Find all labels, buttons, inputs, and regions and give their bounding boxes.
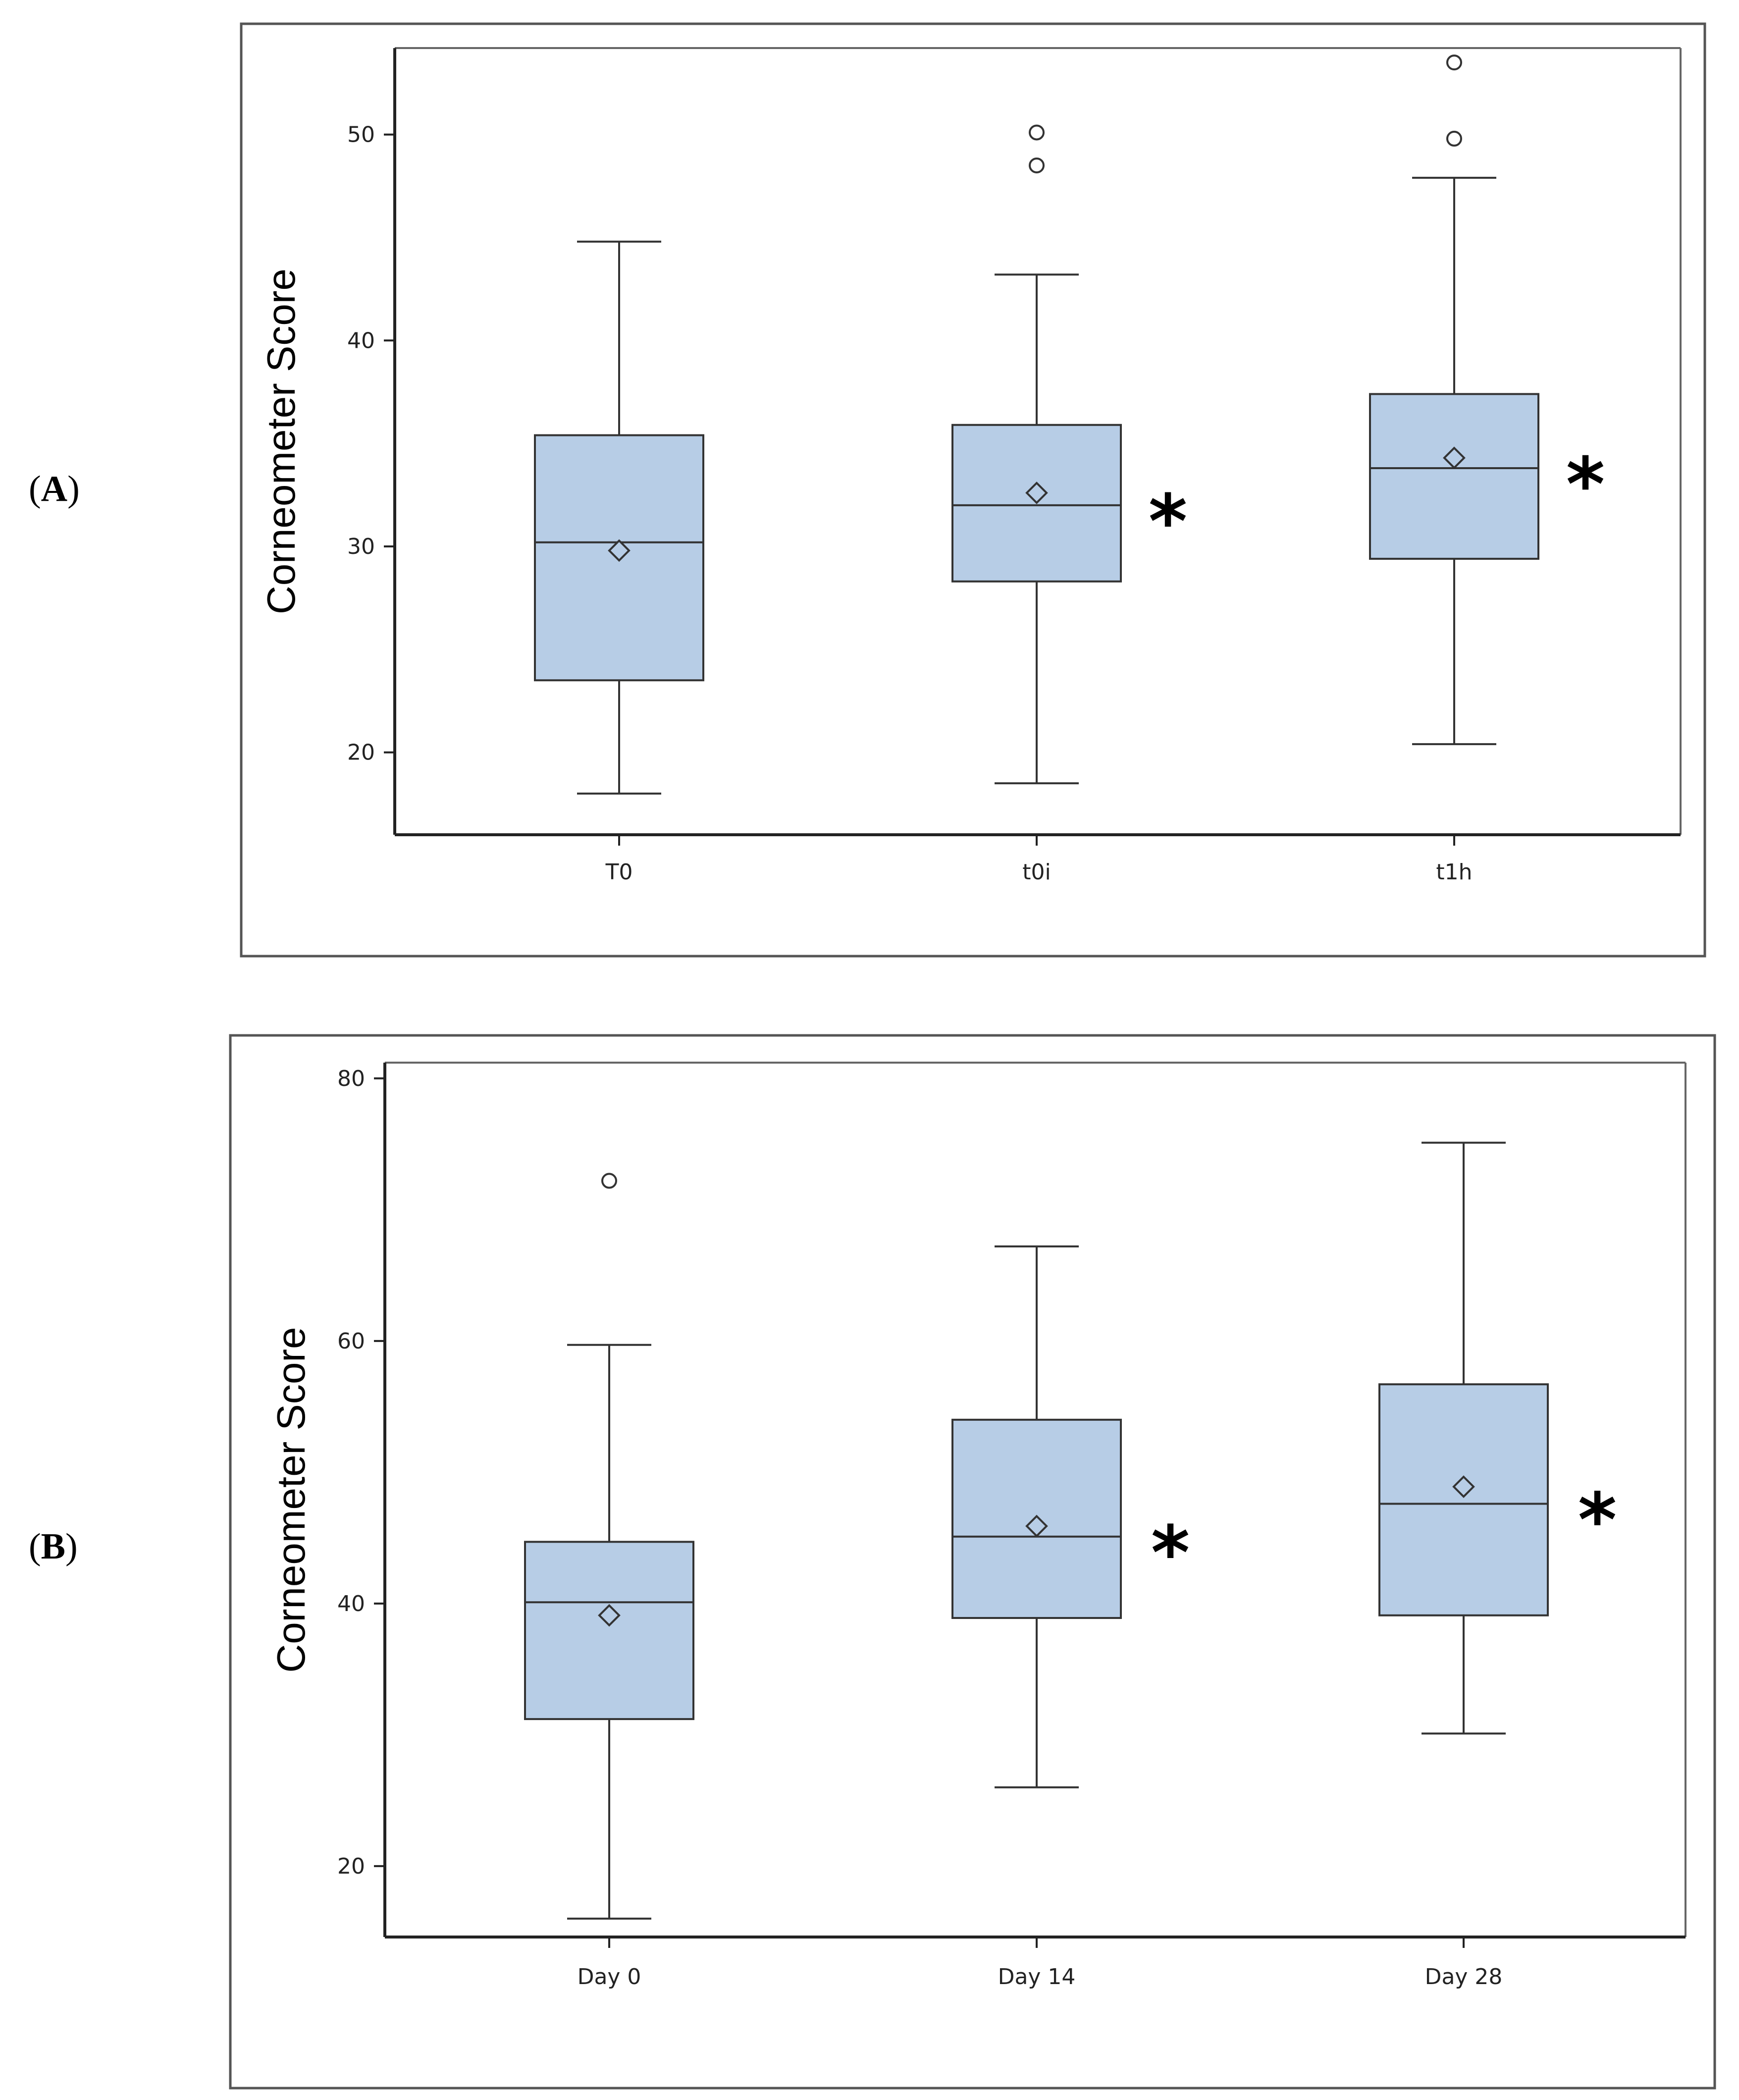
y-tick-label: 60 bbox=[337, 1329, 365, 1354]
panel-label-a-close: ) bbox=[67, 469, 80, 509]
chart-frame bbox=[240, 22, 1706, 958]
y-tick-label: 20 bbox=[347, 740, 375, 765]
mean-marker bbox=[598, 1604, 621, 1627]
mean-marker bbox=[608, 539, 631, 562]
x-tick-label: t0i bbox=[1022, 860, 1051, 885]
panel-label-a-letter: A bbox=[41, 469, 68, 509]
x-tick-label: T0 bbox=[605, 860, 633, 885]
panel-label-b-open: ( bbox=[29, 1526, 41, 1567]
chart-frame bbox=[229, 1034, 1716, 2090]
x-tick-label: Day 14 bbox=[998, 1964, 1076, 1990]
outlier-point bbox=[1446, 130, 1462, 147]
y-axis-title: Corneometer Score bbox=[269, 1327, 313, 1672]
outlier-point bbox=[1029, 124, 1045, 141]
outlier-point bbox=[1029, 157, 1045, 173]
x-tick-label: Day 28 bbox=[1425, 1964, 1503, 1990]
box-iqr bbox=[1378, 1383, 1549, 1616]
y-tick-label: 40 bbox=[347, 328, 375, 353]
panel-label-b-close: ) bbox=[65, 1526, 78, 1567]
y-tick-label: 30 bbox=[347, 534, 375, 559]
x-tick-label: t1h bbox=[1436, 860, 1472, 885]
y-axis-title: Corneometer Score bbox=[259, 269, 303, 614]
panel-label-a-open: ( bbox=[29, 469, 41, 509]
outlier-point bbox=[1446, 54, 1462, 71]
mean-marker bbox=[1443, 446, 1466, 470]
x-tick-label: Day 0 bbox=[578, 1964, 641, 1990]
box-iqr bbox=[524, 1541, 694, 1721]
y-tick-label: 20 bbox=[337, 1854, 365, 1879]
mean-marker bbox=[1025, 482, 1048, 504]
significance-star: * bbox=[1151, 1510, 1190, 1597]
panel-label-b-letter: B bbox=[41, 1526, 66, 1567]
mean-marker bbox=[1452, 1475, 1475, 1498]
significance-star: * bbox=[1566, 442, 1605, 528]
significance-star: * bbox=[1578, 1477, 1617, 1563]
chart-panel-a: 20 30 40 50 Corneometer Score T0 t0i * t1h * bbox=[240, 22, 1706, 958]
box-iqr bbox=[1369, 393, 1539, 560]
y-tick-label: 50 bbox=[347, 122, 375, 148]
significance-star: * bbox=[1149, 479, 1187, 565]
chart-panel-b: 20 40 60 80 Corneometer Score Day 0 Day 14 * Day… bbox=[229, 1034, 1716, 2090]
panel-label-b: (B) bbox=[29, 1526, 78, 1568]
y-tick-label: 40 bbox=[337, 1591, 365, 1616]
outlier-point bbox=[601, 1173, 617, 1189]
y-tick-label: 80 bbox=[337, 1066, 365, 1091]
panel-label-a: (A) bbox=[29, 468, 80, 510]
mean-marker bbox=[1025, 1514, 1048, 1538]
